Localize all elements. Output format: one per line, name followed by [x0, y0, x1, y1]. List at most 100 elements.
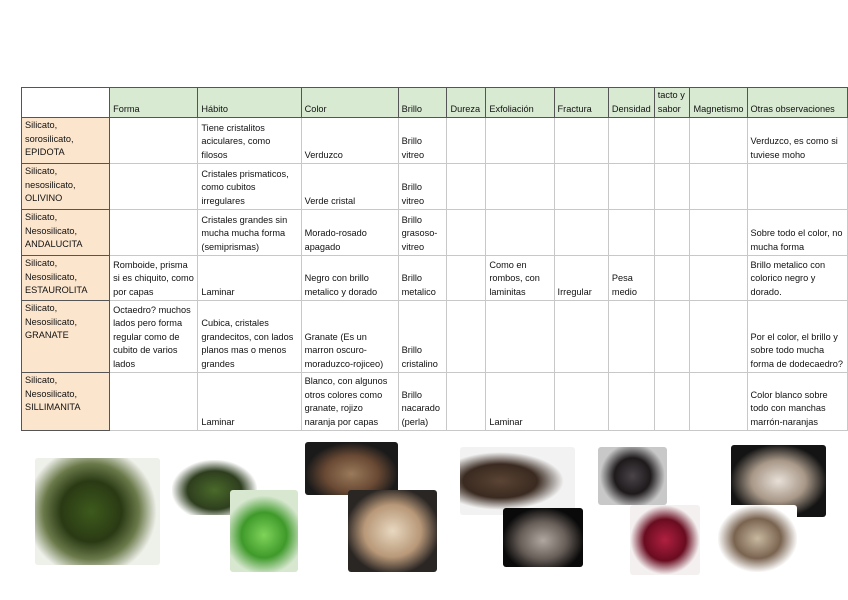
mineral-name-line: OLIVINO — [25, 193, 63, 203]
mineral-name-line: SILLIMANITA — [25, 402, 81, 412]
table-cell — [553, 209, 609, 256]
table-cell — [689, 372, 748, 431]
table-cell: Cristales prismaticos, como cubitos irre… — [197, 163, 302, 210]
table-row: Silicato, sorosilicato, EPIDOTA Tiene crist… — [20, 117, 848, 164]
mineral-name-line: Silicato, — [25, 212, 58, 222]
andalucita-photo — [305, 442, 398, 495]
mineral-name-line: Nesosilicato, — [25, 225, 78, 236]
mineral-name-line: ANDALUCITA — [25, 239, 83, 249]
table-cell — [653, 209, 691, 256]
table-cell — [689, 209, 748, 256]
table-cell — [689, 117, 748, 164]
mineral-name-cell: Silicato, Nesosilicato, ESTAUROLITA — [20, 255, 111, 301]
table-row: Silicato, nesosilicato, OLIVINO Cristales p… — [20, 163, 848, 210]
mineral-name-cell: Silicato, Nesosilicato, SILLIMANITA — [20, 372, 111, 431]
column-header: Otras observaciones — [746, 87, 848, 118]
table-cell: Brillo nacarado (perla) — [397, 372, 448, 431]
table-cell — [653, 255, 691, 301]
mineral-name-line: Nesosilicato, — [25, 316, 78, 327]
mineral-name-line: Silicato, — [25, 303, 58, 313]
table-cell — [689, 300, 748, 373]
table-cell — [653, 163, 691, 210]
table-row: Silicato, Nesosilicato, ESTAUROLITA Romboid… — [20, 255, 848, 301]
table-cell: Como en rombos, con laminitas — [485, 255, 555, 301]
table-cell: Negro con brillo metalico y dorado — [300, 255, 399, 301]
table-cell — [485, 300, 555, 373]
table-cell — [689, 163, 748, 210]
table-cell: Blanco, con algunos otros colores como g… — [300, 372, 399, 431]
column-header: Brillo — [397, 87, 448, 118]
table-cell: Granate (Es un marron oscuro-moraduzco-r… — [300, 300, 399, 373]
table-cell: Color blanco sobre todo con manchas marr… — [746, 372, 848, 431]
table-cell — [653, 372, 691, 431]
column-header: Dureza — [446, 87, 487, 118]
olivino-crystal-photo — [230, 490, 298, 572]
mineral-name-line: Silicato, — [25, 375, 58, 385]
table-cell: Por el color, el brillo y sobre todo muc… — [746, 300, 848, 373]
table-cell: Octaedro? muchos lados pero forma regula… — [109, 300, 199, 373]
table-cell — [746, 163, 848, 210]
table-cell — [485, 163, 555, 210]
table-cell: Brillo vitreo — [397, 117, 448, 164]
mineral-name-line: nesosilicato, — [25, 179, 76, 190]
table-cell: Brillo cristalino — [397, 300, 448, 373]
sillimanita-photo-2 — [718, 505, 797, 572]
table-cell: Tiene cristalitos aciculares, como filos… — [197, 117, 302, 164]
table-cell: Brillo metalico con colorico negro y dor… — [746, 255, 848, 301]
column-header: Forma — [109, 87, 199, 118]
table-cell — [689, 255, 748, 301]
estaurolita-photo-2 — [503, 508, 583, 567]
table-cell — [446, 255, 487, 301]
column-header: tacto y sabor — [653, 87, 691, 118]
table-cell: Laminar — [197, 372, 302, 431]
granate-photo-2 — [630, 505, 700, 575]
table-cell — [553, 300, 609, 373]
epidota-photo — [35, 458, 160, 565]
andalucita-photo-2 — [348, 490, 437, 572]
mineral-name-line: Nesosilicato, — [25, 271, 78, 282]
column-header: Hábito — [197, 87, 302, 118]
mineral-name-line: GRANATE — [25, 330, 69, 340]
table-cell — [109, 117, 199, 164]
mineral-name-line: EPIDOTA — [25, 147, 65, 157]
table-cell — [446, 117, 487, 164]
table-cell — [607, 117, 655, 164]
table-cell: Laminar — [197, 255, 302, 301]
table-cell — [553, 117, 609, 164]
table-row: Silicato, Nesosilicato, ANDALUCITA Cristale… — [20, 209, 848, 256]
table-cell — [653, 117, 691, 164]
table-cell — [607, 163, 655, 210]
table-cell — [485, 209, 555, 256]
table-cell — [607, 300, 655, 373]
table-row: Silicato, Nesosilicato, GRANATE Octaedro? m… — [20, 300, 848, 373]
table-cell — [446, 209, 487, 256]
table-cell: Irregular — [553, 255, 609, 301]
table-cell: Laminar — [485, 372, 555, 431]
mineral-name-cell: Silicato, nesosilicato, OLIVINO — [20, 163, 111, 210]
table-cell — [446, 163, 487, 210]
table-cell: Brillo metalico — [397, 255, 448, 301]
column-header: Densidad — [607, 87, 655, 118]
table-cell: Verduzco, es como si tuviese moho — [746, 117, 848, 164]
table-cell — [553, 163, 609, 210]
column-header: Exfoliación — [485, 87, 555, 118]
mineral-name-line: Silicato, — [25, 166, 58, 176]
table-cell — [553, 372, 609, 431]
mineral-name-line: sorosilicato, — [25, 133, 74, 144]
granate-photo — [598, 447, 667, 505]
table-cell: Brillo vitreo — [397, 163, 448, 210]
column-header: Color — [300, 87, 399, 118]
mineral-name-line: Silicato, — [25, 120, 58, 130]
mineral-name-cell: Silicato, Nesosilicato, ANDALUCITA — [20, 209, 111, 256]
table-cell — [446, 300, 487, 373]
table-cell: Sobre todo el color, no mucha forma — [746, 209, 848, 256]
table-row: Silicato, Nesosilicato, SILLIMANITA Laminar… — [20, 372, 848, 431]
table-cell: Brillo grasoso-vitreo — [397, 209, 448, 256]
column-header — [20, 87, 111, 118]
table-cell — [485, 117, 555, 164]
table-cell — [653, 300, 691, 373]
table-cell — [109, 372, 199, 431]
table-cell — [109, 209, 199, 256]
column-header: Magnetismo — [689, 87, 748, 118]
table-cell: Verde cristal — [300, 163, 399, 210]
